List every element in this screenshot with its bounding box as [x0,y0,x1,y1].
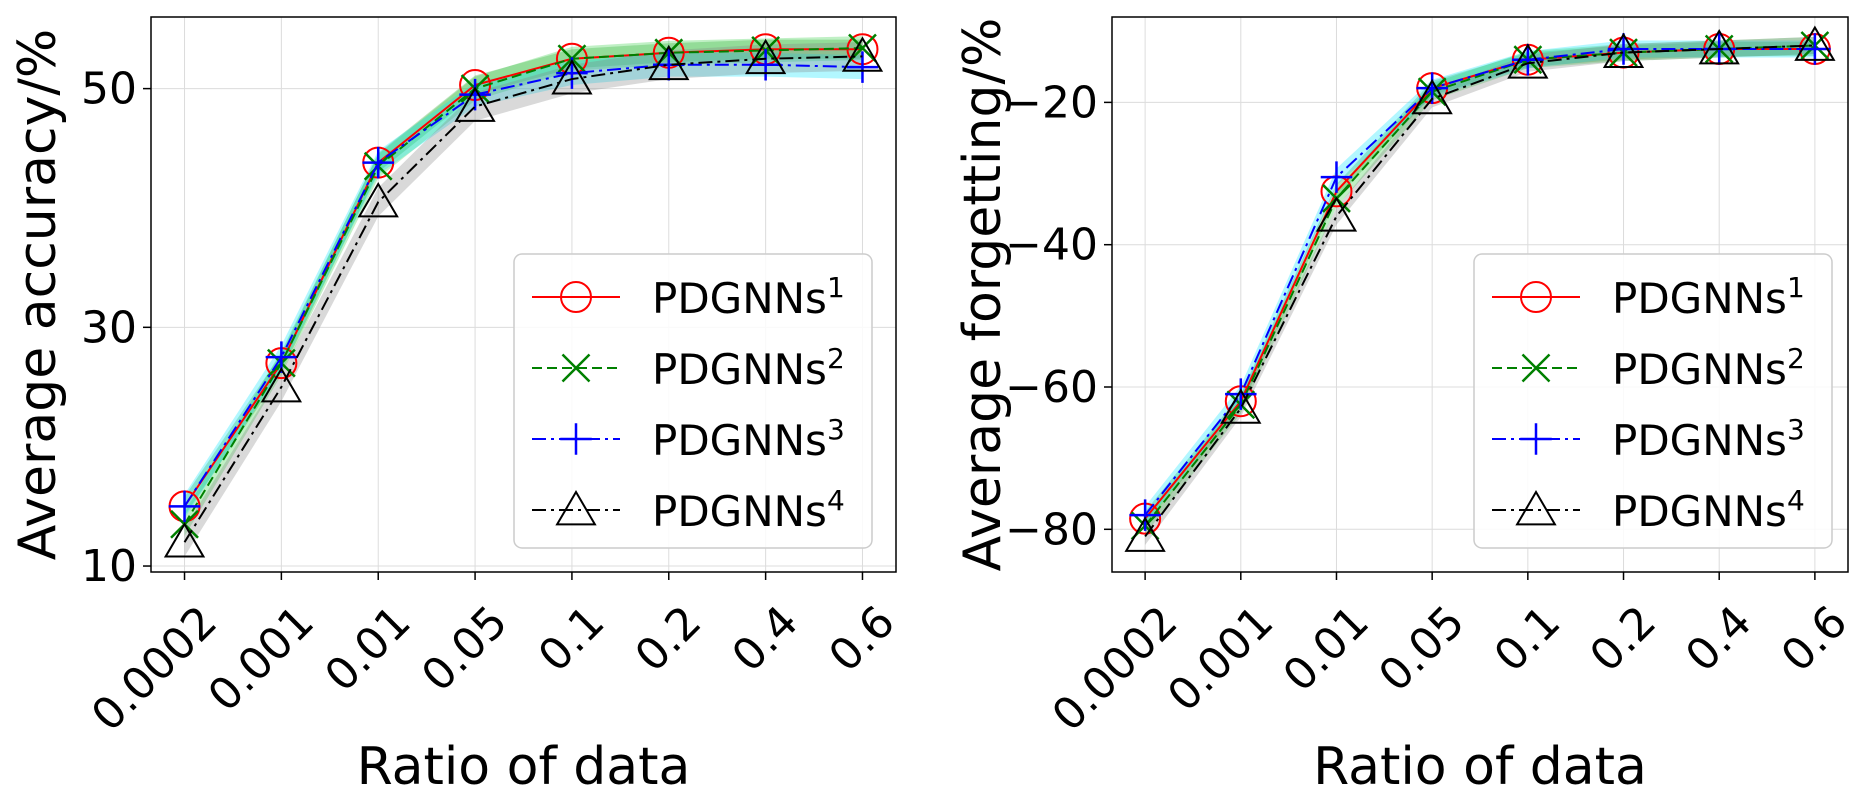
x-tick-label: 0.001 [199,596,324,721]
series-3-point [749,48,782,81]
series-2-line [183,47,863,525]
series-3-point [459,78,491,111]
series-4-point [1124,516,1166,552]
series-3-point [1129,499,1161,531]
series-4-point [551,59,593,95]
y-tick-label: 30 [81,302,137,353]
x-axis-label: Ratio of data [357,737,691,797]
plot-frame [150,16,897,573]
legend-label-4-superscript: 4 [827,484,845,517]
series-4-point [648,44,690,81]
legend-box [1473,253,1833,549]
legend-label-4-superscript: 4 [1787,484,1805,517]
series-4-point [1220,388,1262,424]
x-tick-label: 0.05 [412,596,517,701]
y-axis-label: Average accuracy/% [8,29,68,561]
series-3-point [362,146,394,179]
series-1-band [184,39,863,516]
y-axis-label: Average forgetting/% [953,18,1013,572]
y-tick-label: −40 [1005,220,1098,271]
series-4-line [1144,44,1815,538]
x-tick-label: 0.0002 [82,596,227,741]
legend-label-2: PDGNNs2 [652,342,845,394]
series-4-point [260,367,303,403]
x-tick-label: 0.6 [1772,596,1858,682]
series-4-point [357,182,399,218]
x-tick-label: 0.2 [626,596,712,682]
series-4-point [1602,32,1645,68]
legend-marker-2 [561,353,591,383]
x-tick-label: 0.05 [1369,596,1474,701]
series-4-point [841,36,884,72]
legend-marker-2 [1521,353,1551,383]
series-4-band [184,42,863,557]
x-tick-label: 0.2 [1580,596,1666,682]
series-3-point [168,490,201,523]
series-4-point [1794,25,1836,61]
legend-marker-3 [1520,423,1552,455]
x-axis-label: Ratio of data [1313,737,1647,797]
legend-label-1: PDGNNs1 [652,271,845,323]
series-4-point [744,38,787,75]
legend-label-4: PDGNNs4 [1612,484,1805,536]
x-tick-label: 0.001 [1158,596,1283,721]
series-4-point [1411,78,1453,115]
legend: PDGNNs1 PDGNNs2 PDGNNs3 PDGNNs4 [1473,253,1833,549]
series-3-point [1512,43,1544,76]
legend-label-3: PDGNNs3 [1612,413,1805,465]
series-3-point [1320,161,1353,193]
legend-label-2: PDGNNs2 [1612,342,1805,394]
legend-label-3-superscript: 3 [827,413,845,446]
x-tick-label: 0.6 [819,596,905,682]
series-4-point [1315,196,1358,232]
legend: PDGNNs1 PDGNNs2 PDGNNs3 PDGNNs4 [513,253,873,549]
series-3-point [1607,33,1640,65]
legend-label-2-superscript: 2 [1787,342,1805,375]
legend-label-1-superscript: 1 [827,271,845,304]
legend-marker-1 [560,281,592,313]
series-3-point [1225,378,1257,410]
plot-frame [1111,16,1849,573]
series-3-line [1144,48,1815,516]
y-tick-label: −20 [1005,77,1098,128]
legend-label-2-superscript: 2 [827,342,845,375]
x-tick-label: 0.4 [1676,596,1762,682]
series-4-point [1698,29,1740,65]
x-tick-label: 0.1 [529,596,615,682]
x-tick-label: 0.01 [315,596,420,701]
legend-marker-3 [560,423,592,455]
legend-box [513,253,873,549]
series-4-point [454,86,496,122]
legend-label-3-superscript: 3 [1787,413,1805,446]
legend-marker-4 [1515,490,1557,526]
x-tick-label: 0.4 [722,596,808,682]
series-3-line [183,63,863,507]
legend-label-1: PDGNNs1 [1612,271,1805,323]
legend-label-4: PDGNNs4 [652,484,845,536]
legend-label-3: PDGNNs3 [652,413,845,465]
series-4-point [163,522,206,558]
y-tick-label: −60 [1005,362,1098,413]
x-tick-label: 0.0002 [1043,596,1188,741]
x-tick-label: 0.1 [1485,596,1571,682]
x-tick-label: 0.01 [1274,596,1379,701]
y-tick-label: −80 [1005,504,1098,555]
legend-marker-1 [1520,281,1552,313]
y-tick-label: 50 [81,64,137,115]
legend-marker-4 [555,490,597,526]
series-4-point [1507,43,1549,79]
legend-label-1-superscript: 1 [1787,271,1805,304]
y-tick-label: 10 [81,541,137,592]
series-4-line [183,55,863,543]
